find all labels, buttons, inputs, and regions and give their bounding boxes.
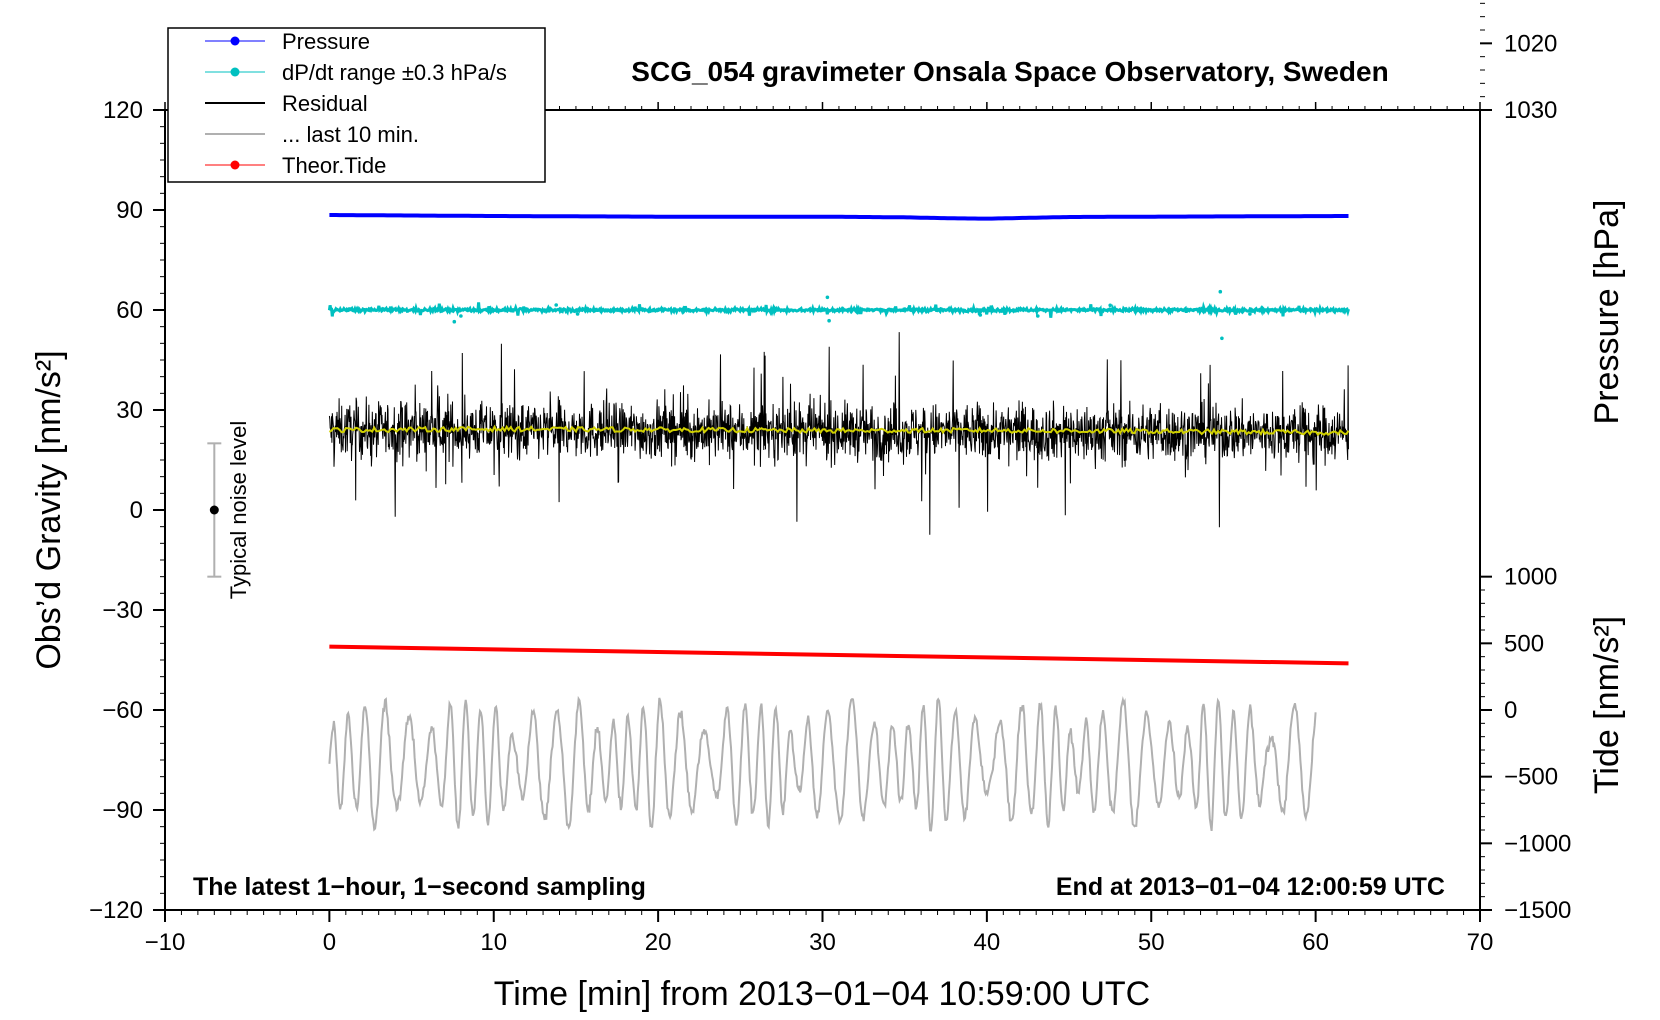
noise-level-bar: [207, 442, 222, 578]
y-tick-label-left: 60: [116, 297, 143, 324]
y-tick-label-left: 90: [116, 197, 143, 224]
y-tick-label-tide: 0: [1504, 697, 1517, 724]
legend: Pressure dP/dt range ±0.3 hPa/s Residual..…: [167, 27, 546, 183]
x-tick-label: −10: [145, 929, 186, 956]
x-tick-label: 20: [645, 929, 672, 956]
y-tick-label-tide: −1000: [1504, 830, 1571, 857]
y-tick-label-left: 30: [116, 397, 143, 424]
noise-level-label: Typical noise level: [226, 421, 251, 600]
legend-entry: Theor.Tide: [205, 153, 386, 178]
legend-label: Pressure: [282, 29, 370, 54]
x-tick-label: 40: [974, 929, 1001, 956]
series-last-10-min: [328, 695, 1317, 832]
legend-entry: ... last 10 min.: [205, 122, 419, 147]
y-tick-label-left: −30: [102, 597, 143, 624]
y-tick-label-tide: −1500: [1504, 897, 1571, 924]
x-tick-label: 70: [1467, 929, 1494, 956]
y-tick-label-left: 0: [130, 497, 143, 524]
x-axis-title: Time [min] from 2013−01−04 10:59:00 UTC: [494, 975, 1150, 1013]
y-tick-label-pressure: 1020: [1504, 30, 1557, 57]
series-residual-smoothed: [328, 424, 1350, 437]
series-tide: [329, 644, 1349, 666]
series-pressure: [329, 213, 1349, 221]
annotation-sampling: The latest 1−hour, 1−second sampling: [193, 873, 646, 901]
y-axis-title-left: Obs’d Gravity [nm/s²]: [30, 350, 68, 669]
legend-label: Residual: [282, 91, 368, 116]
series-layer: [327, 213, 1350, 832]
legend-entry: dP/dt range ±0.3 hPa/s: [205, 60, 507, 85]
x-tick-label: 50: [1138, 929, 1165, 956]
legend-entry: Pressure: [205, 29, 370, 54]
y-tick-label-tide: 500: [1504, 630, 1544, 657]
y-tick-label-tide: −500: [1504, 764, 1558, 791]
chart-title: SCG_054 gravimeter Onsala Space Observat…: [631, 56, 1388, 87]
y-tick-label-left: 120: [103, 97, 143, 124]
series-dpdt: [327, 289, 1350, 341]
legend-entry: Residual: [205, 91, 368, 116]
legend-label: ... last 10 min.: [282, 122, 419, 147]
y-tick-label-pressure: 1030: [1504, 97, 1557, 124]
legend-box: [167, 27, 546, 183]
ticks-layer: −10 0 10 20 30 40 50 60 701209060300−30−60−90−12…: [89, 2, 1571, 956]
y-axis-title-tide: Tide [nm/s²]: [1588, 616, 1626, 794]
y-tick-label-left: −60: [102, 697, 143, 724]
x-tick-label: 60: [1302, 929, 1329, 956]
y-axis-title-pressure: Pressure [hPa]: [1588, 200, 1626, 425]
series-residual: [328, 332, 1349, 535]
y-tick-label-tide: 1000: [1504, 564, 1557, 591]
legend-label: Theor.Tide: [282, 153, 386, 178]
y-tick-label-left: −90: [102, 797, 143, 824]
annotation-end-time: End at 2013−01−04 12:00:59 UTC: [1056, 873, 1445, 901]
x-tick-label: 0: [323, 929, 336, 956]
x-tick-label: 30: [809, 929, 836, 956]
x-tick-label: 10: [480, 929, 507, 956]
legend-label: dP/dt range ±0.3 hPa/s: [282, 60, 507, 85]
y-tick-label-left: −120: [89, 897, 143, 924]
